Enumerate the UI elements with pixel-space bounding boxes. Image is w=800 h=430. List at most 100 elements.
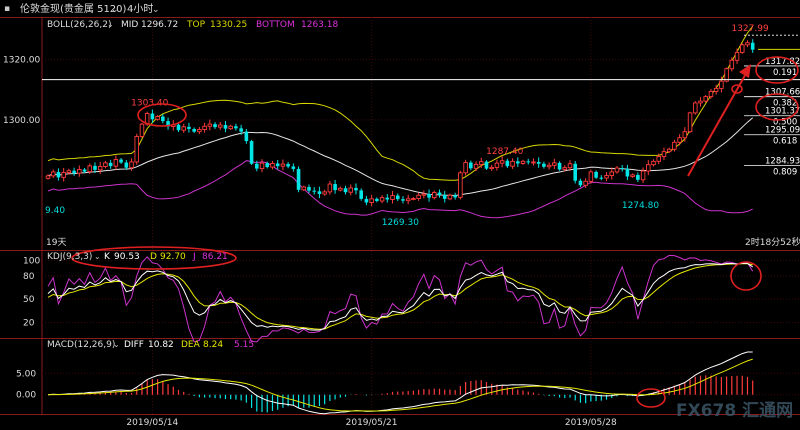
candle-body (124, 162, 129, 168)
kdj-d-value: 92.70 (160, 252, 186, 262)
candle-body (625, 168, 630, 177)
instrument-title: 伦敦金现(贵金属 5120) (20, 2, 127, 15)
boll-mid-label: MID (121, 20, 138, 30)
fib-price-label: 1295.09 (765, 126, 800, 136)
kdj-j-value: 86.21 (202, 252, 228, 262)
candle-body (614, 167, 620, 173)
candle-body (129, 161, 134, 169)
boll-bottom-label: BOTTOM (256, 20, 295, 30)
candle-body (155, 116, 160, 120)
kdj-d-label: D (150, 252, 157, 262)
candle-body (166, 121, 170, 127)
candle-body (359, 190, 363, 199)
timeframe-label[interactable]: 4小时 (127, 3, 153, 15)
candle-body (218, 124, 223, 128)
toolbar-arrow-icon[interactable]: ▪ (4, 4, 10, 14)
kdj-dropdown-icon[interactable]: ⌄ (94, 252, 101, 261)
highlight-ellipse-macd-cross (636, 388, 666, 408)
candle-body (484, 161, 489, 169)
candle-body (516, 161, 520, 164)
candle-body (161, 116, 165, 122)
boll-dropdown-icon[interactable]: ⌄ (107, 20, 114, 29)
candle-body (307, 187, 311, 191)
main-y-tick-label: 1320.00 (3, 55, 40, 65)
macd-y-tick-label: 5.00 (16, 369, 36, 379)
candle-body (270, 163, 275, 168)
candle-body (677, 137, 682, 143)
macd-diff-line (47, 351, 753, 415)
candle-body (66, 170, 72, 173)
candle-body (411, 198, 416, 201)
candle-body (458, 172, 463, 198)
candle-body (698, 100, 703, 104)
candle-body (599, 177, 604, 179)
macd-dea-value: 8.24 (203, 340, 223, 350)
candle-body (181, 126, 186, 131)
kdj-y-tick-label: 20 (23, 318, 35, 328)
kdj-y-tick-label: 80 (23, 272, 35, 282)
peak-label: 1287.40 (486, 147, 523, 157)
fib-price-label: 1307.66 (765, 88, 800, 98)
candle-body (385, 197, 390, 200)
candle-body (479, 161, 484, 165)
candle-body (45, 175, 51, 179)
candle-body (77, 169, 82, 174)
fib-ratio-label: 0.809 (773, 167, 797, 177)
chevron-down-icon[interactable]: ⌄ (111, 5, 119, 15)
boll-top-label: TOP (186, 20, 206, 30)
candle-body (176, 124, 181, 131)
boll-bottom-value: 1263.18 (301, 20, 338, 30)
candle-body (364, 198, 369, 203)
trend-arrow-shaft (687, 69, 749, 177)
period-count: 19天 (46, 238, 66, 248)
candle-body (630, 174, 635, 177)
candle-body (693, 102, 698, 114)
highlight-ellipse-price (731, 84, 743, 94)
candle-body (442, 194, 447, 199)
candle-body (463, 162, 468, 174)
candle-body (740, 44, 745, 53)
highlight-ellipse-fib-382 (755, 93, 799, 121)
candle-body (499, 160, 505, 164)
candle-body (520, 160, 526, 164)
macd-legend: MACD(12,26,9) ⌄ DIFF 10.82 DEA 8.24 5.15 (47, 340, 254, 350)
macd-value: 5.15 (234, 340, 254, 350)
x-date-label: 2019/05/28 (565, 418, 617, 428)
candle-body (249, 141, 254, 164)
candle-body (567, 163, 573, 169)
candle-body (239, 128, 243, 132)
candle-body (724, 68, 729, 82)
candle-body (265, 163, 270, 168)
candle-body (651, 160, 656, 166)
candle-body (244, 131, 249, 142)
candle-body (61, 172, 66, 178)
candle-body (108, 162, 113, 167)
candle-body (401, 199, 405, 201)
candle-body (280, 163, 286, 167)
watermark: FX678 汇通网 (676, 401, 793, 421)
macd-y-tick-label: 0.00 (16, 391, 36, 401)
countdown-timer: 2时18分52秒 (745, 236, 800, 248)
candle-body (578, 180, 583, 186)
candle-body (312, 190, 317, 192)
candle-body (505, 160, 510, 167)
candle-body (713, 87, 719, 92)
candle-body (82, 169, 87, 172)
macd-diff-value: 10.82 (148, 340, 174, 350)
candle-body (661, 151, 667, 157)
candle-body (207, 123, 213, 127)
timeframe-chevron-icon[interactable]: ⌄ (152, 5, 160, 15)
fib-ratio-label: 0.191 (773, 68, 797, 78)
candle-body (531, 161, 536, 164)
candle-body (56, 171, 61, 178)
candle-body (640, 170, 646, 181)
fib-ratio-label: 0.618 (773, 137, 797, 147)
candle-body (546, 164, 552, 168)
macd-dropdown-icon[interactable]: ⌄ (113, 340, 120, 349)
fib-ratio-label: 0.382 (773, 99, 797, 109)
candle-body (354, 187, 358, 191)
candle-body (93, 165, 97, 170)
fib-price-label: 1284.93 (765, 156, 800, 166)
